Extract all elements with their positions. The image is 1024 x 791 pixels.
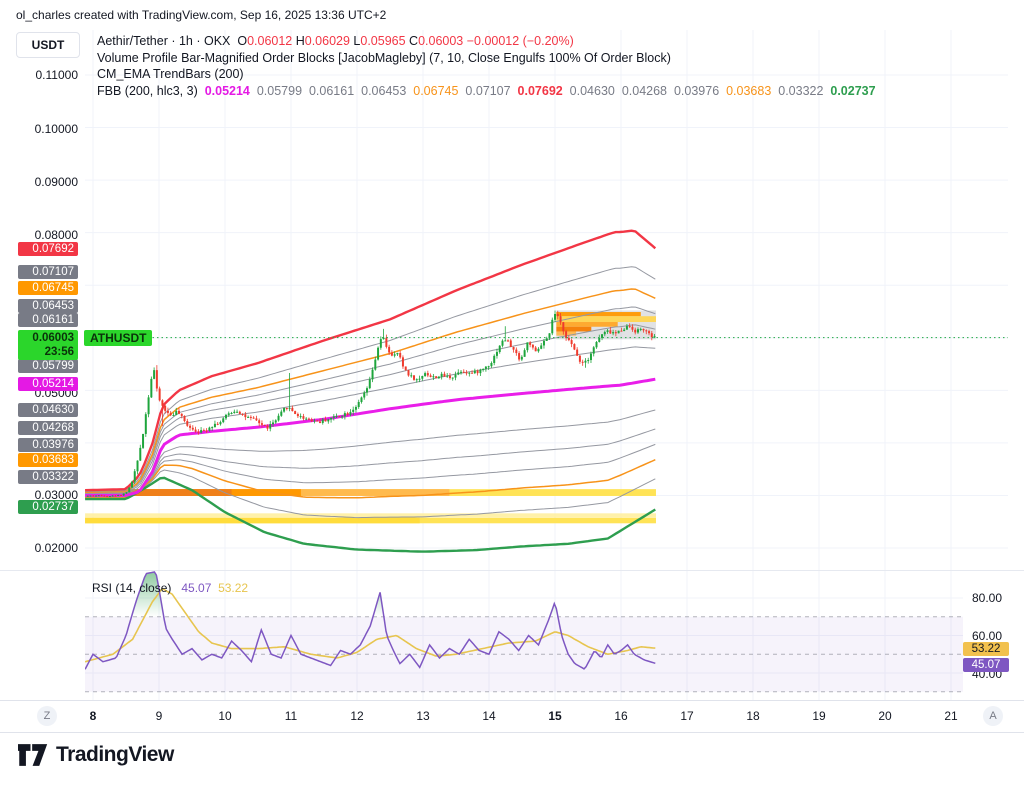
price-axis-label: 0.11000 — [35, 68, 79, 82]
rsi-legend-value: 45.07 — [174, 581, 212, 595]
time-axis-day-label[interactable]: 10 — [218, 709, 232, 723]
tradingview-logo-text: TradingView — [56, 743, 174, 766]
legend-ohlc-part: −0.00012 (−0.20%) — [463, 34, 574, 48]
fbb-band-value: 0.06161 — [302, 83, 355, 98]
price-level-badge: 0.03976 — [18, 438, 78, 452]
time-axis-day-label[interactable]: 20 — [878, 709, 892, 723]
price-level-badge: 0.06453 — [18, 299, 78, 313]
time-axis-day-label[interactable]: 12 — [350, 709, 364, 723]
fbb-band-value: 0.03322 — [771, 83, 824, 98]
legend: Aethir/Tether · 1h · OKX O0.06012 H0.060… — [97, 33, 876, 99]
fbb-band-value: 0.04268 — [614, 83, 668, 98]
fbb-bands — [85, 229, 657, 553]
price-axis-label: 0.08000 — [34, 228, 78, 242]
tradingview-logo[interactable]: TradingView — [18, 742, 174, 768]
price-level-badge: 0.03683 — [18, 453, 78, 467]
time-axis-day-label[interactable]: 21 — [944, 709, 958, 723]
price-pane[interactable] — [85, 229, 657, 553]
legend-ohlc-part: 0.06003 — [418, 34, 464, 48]
fbb-label: FBB (200, hlc3, 3) — [97, 83, 198, 98]
price-level-badge: 0.02737 — [18, 500, 78, 514]
time-axis-session-marker[interactable]: Z — [37, 706, 57, 726]
time-axis-day-label[interactable]: 8 — [89, 709, 97, 723]
time-axis-session-marker[interactable]: A — [983, 706, 1003, 726]
legend-ohlc-part: O — [230, 34, 248, 48]
rsi-indicator-legend[interactable]: RSI (14, close) 45.07 53.22 — [92, 581, 248, 595]
price-level-badge: 0.04630 — [18, 403, 78, 417]
legend-ohlc-part: 0.06012 — [247, 34, 293, 48]
price-axis-label: 0.10000 — [34, 122, 78, 136]
rsi-values: 45.07 53.22 — [175, 581, 248, 595]
time-axis-day-label[interactable]: 13 — [416, 709, 430, 723]
time-axis-day-label[interactable]: 14 — [482, 709, 496, 723]
symbol-ohlc-row[interactable]: Aethir/Tether · 1h · OKX O0.06012 H0.060… — [97, 33, 876, 49]
pane-divider[interactable] — [0, 570, 1024, 571]
time-axis-day-label[interactable]: 19 — [812, 709, 826, 723]
rsi-pane[interactable] — [85, 571, 963, 693]
time-axis-day-label[interactable]: 9 — [155, 709, 163, 723]
legend-ohlc-part: L — [349, 34, 361, 48]
gridlines — [85, 30, 1008, 700]
legend-ohlc-part: C — [405, 34, 419, 48]
time-axis-day-label[interactable]: 18 — [746, 709, 760, 723]
bar-countdown: 23:56 — [44, 346, 74, 358]
fbb-band-value: 0.03683 — [719, 83, 772, 98]
athusdt-line-label[interactable]: ATHUSDT — [84, 330, 153, 346]
price-level-badge: 0.05799 — [18, 359, 78, 373]
price-axis-label: 0.02000 — [34, 541, 78, 555]
candlestick-series — [86, 310, 656, 498]
tradingview-logo-icon — [18, 744, 48, 766]
price-level-badge: 0.06161 — [18, 313, 78, 327]
fbb-band-value: 0.06745 — [406, 83, 459, 98]
current-price-badge: 0.06003 23:56 — [18, 330, 78, 360]
rsi-axis-label: 60.00 — [972, 629, 1003, 643]
fbb-band-value: 0.05214 — [197, 83, 250, 98]
rsi-legend-value: 53.22 — [211, 581, 249, 595]
fbb-band-value: 0.05799 — [249, 83, 303, 98]
legend-ohlc-part: Aethir/Tether · 1h · OKX — [97, 34, 231, 48]
price-axis-label: 0.09000 — [34, 175, 78, 189]
legend-ohlc-part: 0.05965 — [360, 34, 406, 48]
attribution-text: ol_charles created with TradingView.com,… — [16, 8, 387, 22]
price-level-badge: 0.05214 — [18, 377, 78, 391]
fbb-band-value: 0.02737 — [823, 83, 876, 98]
indicator-cm-ema-trendbars[interactable]: CM_EMA TrendBars (200) — [97, 67, 244, 81]
time-axis-day-label[interactable]: 11 — [284, 709, 298, 723]
price-axis-label: 0.03000 — [34, 488, 78, 502]
indicator-fbb-row[interactable]: FBB (200, hlc3, 3) 0.05214 0.05799 0.061… — [97, 83, 876, 99]
currency-toggle-button[interactable]: USDT — [16, 32, 80, 58]
price-level-badge: 0.03322 — [18, 470, 78, 484]
rsi-value-badge: 53.22 — [963, 642, 1009, 656]
rsi-value-badge: 45.07 — [963, 658, 1009, 672]
fbb-band-value: 0.07107 — [458, 83, 511, 98]
price-level-badge: 0.07692 — [18, 242, 78, 256]
price-level-badge: 0.04268 — [18, 421, 78, 435]
rsi-axis-label: 80.00 — [972, 591, 1003, 605]
time-axis[interactable]: Z 8 9 10 11 12 13 14 15 16 17 18 19 20 21 A — [0, 700, 1024, 733]
fbb-band-value: 0.07692 — [510, 83, 563, 98]
time-axis-day-label[interactable]: 17 — [680, 709, 694, 723]
price-level-badge: 0.06745 — [18, 281, 78, 295]
rsi-title: RSI (14, close) — [92, 581, 172, 595]
fbb-band-value: 0.06453 — [354, 83, 407, 98]
current-price-value: 0.06003 — [32, 332, 74, 344]
volume-profile-bars — [85, 489, 656, 524]
fbb-band-value: 0.04630 — [562, 83, 615, 98]
time-axis-day-label[interactable]: 15 — [548, 709, 562, 723]
time-axis-day-label[interactable]: 16 — [614, 709, 628, 723]
fbb-band-value: 0.03976 — [667, 83, 720, 98]
legend-ohlc-part: 0.06029 — [304, 34, 350, 48]
indicator-volume-profile[interactable]: Volume Profile Bar-Magnified Order Block… — [97, 50, 671, 65]
price-level-badge: 0.07107 — [18, 265, 78, 279]
legend-ohlc-part: H — [292, 34, 305, 48]
